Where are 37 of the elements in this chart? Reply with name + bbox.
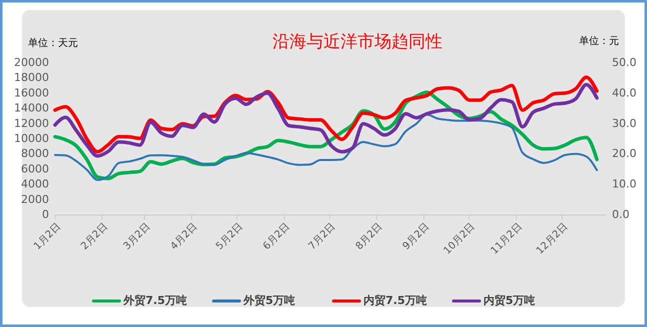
y-tick-label: 12000 (14, 116, 49, 130)
y2-tick-label: 50.0 (612, 56, 636, 70)
y2-tick-label: 0.0 (612, 208, 630, 222)
y2-tick-label: 10.0 (612, 178, 636, 191)
y-tick-label: 0 (42, 208, 49, 222)
y2-tick-label: 20.0 (612, 147, 636, 160)
line-series (54, 114, 598, 182)
y2-tick-label: 30.0 (612, 116, 636, 130)
x-tick-label: 2月2日 (79, 221, 110, 252)
x-tick-label: 12月2日 (534, 221, 570, 257)
x-tick-label: 11月2日 (489, 221, 524, 257)
y-tick-label: 14000 (14, 102, 49, 115)
legend-label: 外贸5万吨 (242, 294, 296, 308)
x-tick-label: 1月2日 (32, 221, 64, 252)
y-tick-label: 20000 (14, 56, 49, 70)
y-tick-label: 18000 (14, 71, 49, 84)
y2-axis-title: 单位：元 (579, 35, 619, 47)
y-tick-label: 2000 (21, 192, 49, 206)
y-tick-label: 8000 (21, 147, 49, 160)
chart-title: 沿海与近洋市场趋同性 (272, 32, 442, 52)
legend-label: 内贸5万吨 (484, 294, 536, 308)
y-axis-title: 单位：天元 (28, 37, 78, 49)
x-tick-label: 3月2日 (122, 221, 153, 252)
y2-tick-label: 40.0 (612, 86, 636, 100)
y-tick-label: 6000 (21, 162, 49, 176)
y-tick-label: 10000 (14, 132, 49, 146)
legend-label: 内贸7.5万吨 (364, 294, 427, 308)
x-tick-label: 5月2日 (214, 221, 246, 252)
x-tick-label: 9月2日 (400, 221, 432, 252)
y-tick-label: 16000 (14, 86, 49, 100)
x-tick-label: 4月2日 (168, 221, 200, 252)
y-tick-label: 4000 (21, 178, 49, 191)
x-tick-label: 10月2日 (442, 221, 478, 257)
x-tick-label: 6月2日 (261, 221, 292, 252)
x-tick-label: 8月2日 (354, 221, 385, 252)
legend-label: 外贸7.5万吨 (122, 294, 187, 308)
x-tick-label: 7月2日 (306, 221, 338, 252)
